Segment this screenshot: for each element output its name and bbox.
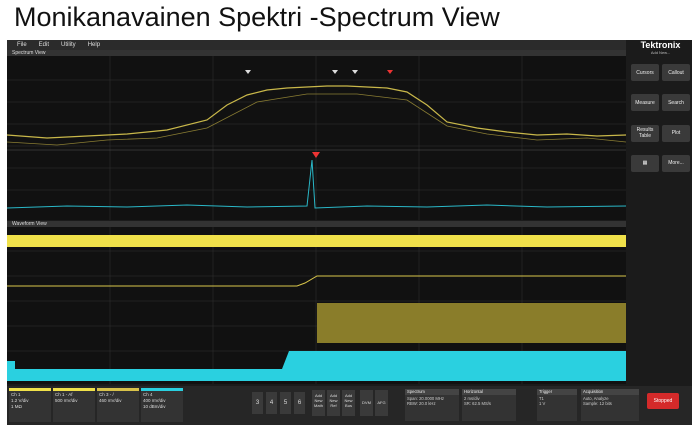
add-bus-button[interactable]: Add New Bus: [342, 390, 355, 416]
channel-scale: 500 mV/div: [55, 398, 78, 403]
spectrum-trace-ch4: [7, 159, 626, 209]
brand-logo: Tektronix Add New...: [629, 40, 692, 58]
horizontal-line-1: 2 ms/div: [464, 395, 480, 401]
channel-name: Ch 1: [11, 392, 21, 397]
oscilloscope-window: File Edit Utility Help Tektronix Add New…: [7, 40, 692, 425]
page-title: Monikanavainen Spektri -Spectrum View: [14, 2, 500, 32]
add-ref-button[interactable]: Add New Ref: [327, 390, 340, 416]
channel-5-button[interactable]: 5: [280, 392, 291, 414]
acquisition-settings-title: Acquisition: [581, 389, 639, 395]
results-table-button[interactable]: Results Table: [631, 124, 659, 142]
brand-sub: Add New...: [650, 50, 671, 55]
channel-badge-4[interactable]: Ch 4 400 mV/div 10 dBm/div: [141, 388, 183, 422]
channel-extra: 10 dBm/div: [143, 404, 166, 409]
ch4-trace: [7, 351, 626, 381]
channel-name: Ch 3 - /: [99, 392, 114, 397]
spectrum-settings[interactable]: Spectrum Span: 20.0000 MHz RBW: 20.0 kHz: [405, 389, 459, 421]
channel-scale: 1.2 V/div: [11, 398, 29, 403]
trigger-settings[interactable]: Trigger T1 1 V: [537, 389, 577, 421]
ch2-trace: [7, 275, 626, 287]
channel-4-button[interactable]: 4: [266, 392, 277, 414]
channel-badge-3[interactable]: Ch 3 - / 460 mV/div: [97, 388, 139, 422]
channel-badge-2[interactable]: Ch 1 - Af 500 mV/div: [53, 388, 95, 422]
spectrum-line-2: RBW: 20.0 kHz: [407, 401, 436, 406]
spectrum-plot[interactable]: [7, 50, 626, 220]
measure-button[interactable]: Measure: [631, 94, 659, 112]
marker-2: [332, 70, 338, 74]
channel-scale: 460 mV/div: [99, 398, 122, 403]
channel-6-button[interactable]: 6: [294, 392, 305, 414]
plot-button[interactable]: Plot: [662, 124, 690, 142]
acquisition-settings[interactable]: Acquisition Auto, Analyze Sample: 12 bit…: [581, 389, 639, 421]
callout-button[interactable]: Callout: [662, 64, 690, 81]
marker-ref: [312, 152, 320, 158]
spectrum-settings-title: Spectrum: [405, 389, 459, 395]
horizontal-line-2: SR: 62.5 MS/s: [464, 401, 491, 406]
search-button[interactable]: Search: [662, 94, 690, 112]
add-math-button[interactable]: Add New Math: [312, 390, 325, 416]
cursors-button[interactable]: Cursors: [631, 64, 659, 81]
menu-help[interactable]: Help: [87, 42, 101, 48]
spectrum-line-1: Span: 20.0000 MHz: [407, 395, 445, 401]
horizontal-settings[interactable]: Horizontal 2 ms/div SR: 62.5 MS/s: [462, 389, 516, 421]
menu-bar: File Edit Utility Help: [7, 40, 626, 50]
more-button[interactable]: More...: [662, 154, 690, 172]
waveform-view-title: Waveform View: [7, 221, 626, 227]
trigger-line-1: T1: [539, 395, 544, 401]
afg-button[interactable]: AFG: [375, 390, 388, 416]
marker-1: [245, 70, 251, 74]
side-panel: Cursors Callout Measure Search Results T…: [629, 60, 692, 185]
acquisition-line-2: Sample: 12 bits: [583, 401, 612, 406]
horizontal-settings-title: Horizontal: [462, 389, 516, 395]
spectrum-trace-ch1: [7, 85, 626, 139]
waveform-plot[interactable]: [7, 221, 626, 384]
trigger-line-2: 1 V: [539, 401, 546, 406]
channel-3-button[interactable]: 3: [252, 392, 263, 414]
channel-scale: 400 mV/div: [143, 398, 166, 403]
acquisition-line-1: Auto, Analyze: [583, 395, 609, 401]
marker-3: [352, 70, 358, 74]
bottom-bar: Ch 1 1.2 V/div 1 MΩ Ch 1 - Af 500 mV/div…: [7, 386, 692, 425]
spectrum-view-title: Spectrum View: [7, 50, 626, 56]
trigger-settings-title: Trigger: [537, 389, 577, 395]
ch3-trace-band: [317, 303, 626, 343]
brand-name: Tektronix: [640, 40, 681, 50]
menu-utility[interactable]: Utility: [61, 42, 76, 48]
dvm-button[interactable]: DVM: [360, 390, 373, 416]
channel-name: Ch 1 - Af: [55, 392, 73, 397]
stop-button[interactable]: Stopped: [647, 393, 679, 409]
channel-name: Ch 4: [143, 392, 153, 397]
marker-4: [387, 70, 393, 74]
channel-extra: 1 MΩ: [11, 404, 22, 409]
grid-icon-button[interactable]: ▦: [631, 154, 659, 172]
menu-file[interactable]: File: [17, 42, 27, 48]
channel-badge-1[interactable]: Ch 1 1.2 V/div 1 MΩ: [9, 388, 51, 422]
menu-edit[interactable]: Edit: [38, 42, 50, 48]
ch1-trace-band: [7, 235, 626, 247]
